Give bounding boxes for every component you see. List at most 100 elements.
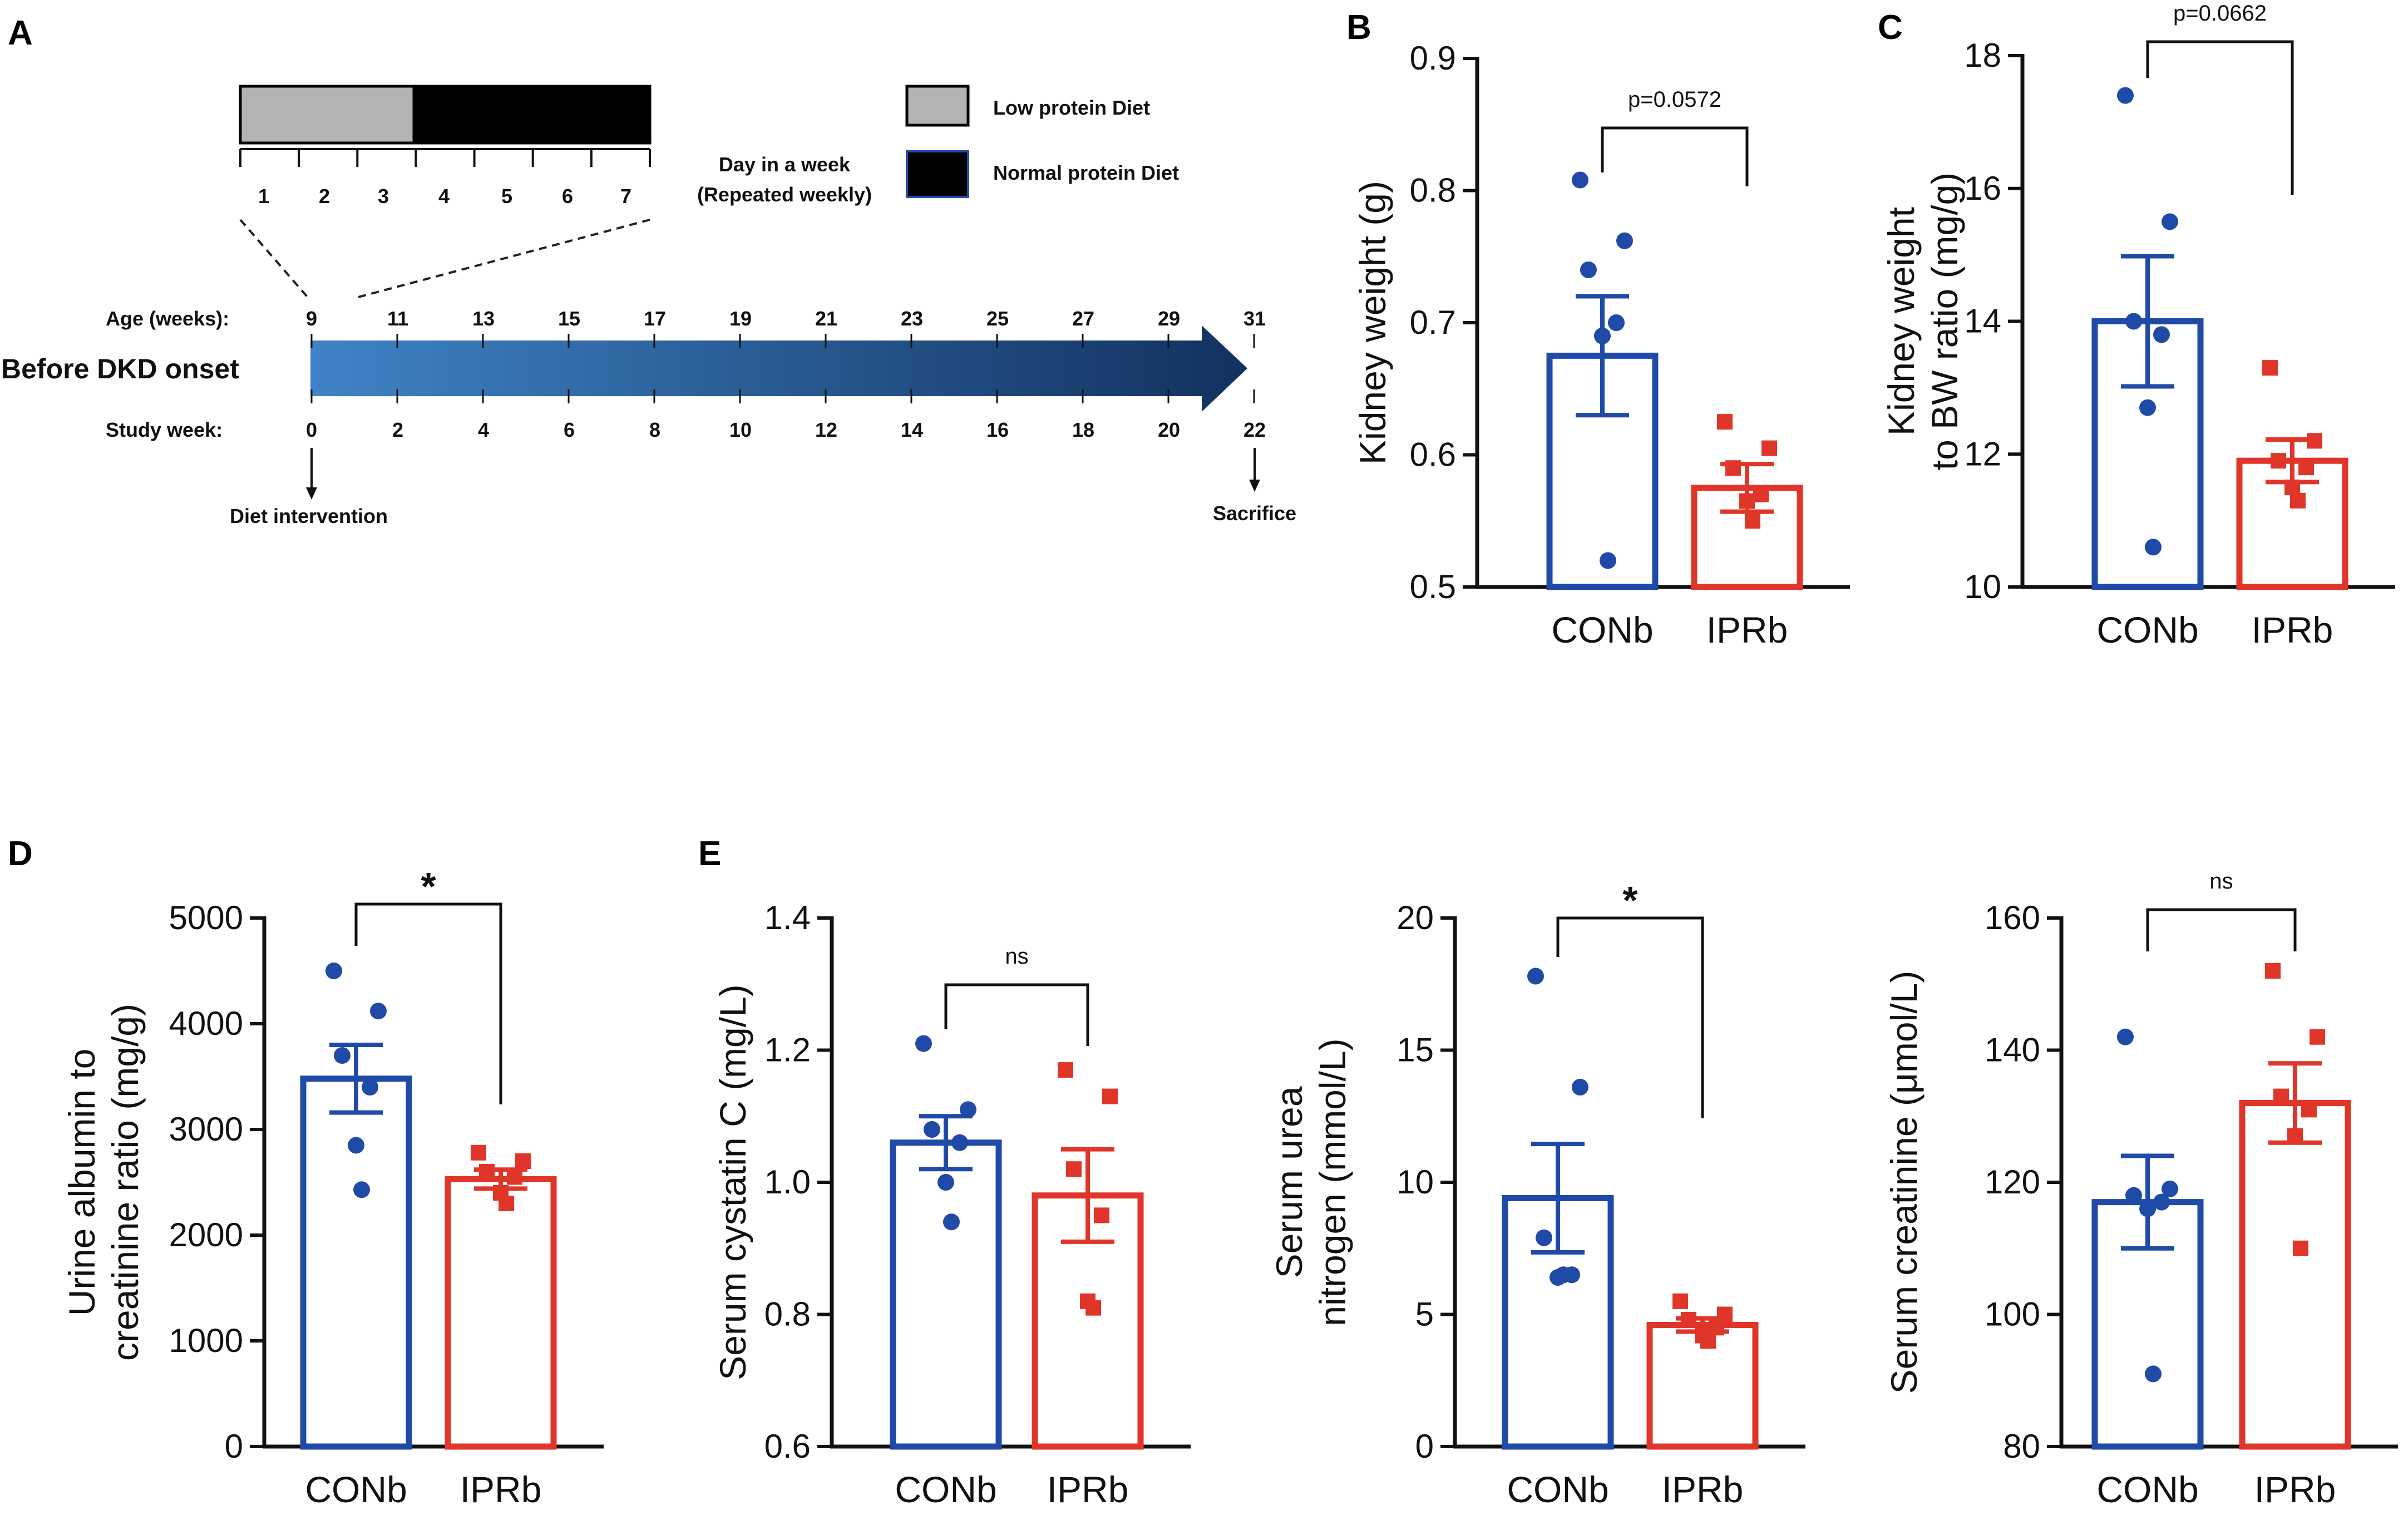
y-tick-label: 0.5 [1410, 568, 1456, 605]
age-tick: 21 [815, 307, 837, 330]
timeline-arrow [310, 325, 1247, 412]
zoom-line-left [239, 219, 312, 302]
x-tick-label: CONb [1507, 1469, 1608, 1510]
data-point [2301, 1102, 2317, 1118]
age-tick: 29 [1158, 307, 1180, 330]
y-tick-label: 0.7 [1410, 304, 1456, 341]
data-point [1616, 232, 1633, 249]
chart-serum-urea: 0 5 10 15 20 Serum urea nitrogen (mmol/L) CONb I… [1269, 879, 1805, 1510]
y-axis-title: to BW ratio (mg/g) [1924, 172, 1965, 470]
data-point [937, 1174, 954, 1191]
data-point [1709, 1320, 1724, 1336]
day-ticks [239, 149, 651, 167]
study-tick: 20 [1158, 418, 1180, 441]
study-tick: 18 [1072, 418, 1094, 441]
day-labels: 1 2 3 4 5 6 7 [258, 185, 631, 208]
significance-label: p=0.0662 [2173, 1, 2267, 26]
data-point [362, 1079, 378, 1095]
age-tick: 13 [472, 307, 495, 330]
day-in-week-label: Day in a week [719, 153, 851, 176]
y-tick-label: 14 [1964, 303, 2001, 340]
data-point [1536, 1229, 1552, 1246]
bar [300, 1075, 412, 1450]
intervention-arrow-head [306, 487, 317, 500]
y-tick-label: 1000 [169, 1322, 243, 1359]
data-point [471, 1144, 486, 1161]
x-tick-label: CONb [1551, 609, 1653, 650]
data-point [924, 1121, 940, 1138]
age-tick: 23 [901, 307, 923, 330]
data-point [1608, 314, 1625, 331]
y-tick-label: 1.2 [764, 1032, 811, 1069]
data-point [2139, 399, 2156, 416]
y-tick-label: 120 [1985, 1163, 2040, 1201]
data-point [1102, 1088, 1118, 1104]
data-point [1739, 493, 1755, 509]
data-point [1094, 1207, 1109, 1223]
data-point [2293, 1240, 2308, 1256]
legend-label-normal: Normal protein Diet [993, 161, 1179, 184]
y-tick-label: 0.8 [1410, 172, 1456, 209]
study-tick: 16 [986, 418, 1009, 441]
y-tick-label: 5000 [169, 899, 243, 936]
y-tick-label: 0 [225, 1428, 243, 1465]
x-tick-label: IPRb [2254, 1469, 2336, 1510]
chart-kidney-bw-ratio: 10 12 14 16 18 Kidney weight to BW ratio (mg/g… [1881, 1, 2395, 650]
data-point [2153, 1193, 2170, 1211]
panel-letter-b: B [1346, 8, 1371, 47]
x-tick-label: CONb [2096, 1469, 2198, 1510]
age-tick: 11 [387, 307, 408, 330]
data-point [1717, 414, 1733, 430]
data-point [960, 1101, 976, 1118]
age-tick: 19 [729, 307, 752, 330]
y-tick-label: 100 [1985, 1296, 2040, 1333]
chart-serum-cystatin: 0.6 0.8 1.0 1.2 1.4 Serum cystatin C (mg/L) CO… [712, 899, 1191, 1510]
data-point [1555, 1266, 1572, 1284]
chart-urine-acr: 0 1000 2000 3000 4000 5000 Urine albumin to cre… [61, 865, 604, 1510]
panel-letter-a: A [8, 14, 33, 52]
x-tick-label: IPRb [1662, 1469, 1744, 1510]
diet-timeline: 1 2 3 4 5 6 7 Day in a week (Repeated we… [1, 85, 1296, 527]
y-axis-title: Urine albumin to [61, 1049, 102, 1316]
data-point [2117, 1028, 2134, 1045]
data-point [1761, 440, 1777, 456]
data-point [2162, 213, 2178, 230]
y-axis-title: nitrogen (mmol/L) [1312, 1038, 1353, 1326]
y-axis-title: Serum urea [1269, 1086, 1310, 1278]
y-tick-label: 20 [1397, 899, 1434, 936]
before-dkd-label: Before DKD onset [1, 353, 239, 384]
x-tick-label: CONb [895, 1469, 996, 1510]
day-label: 4 [438, 185, 450, 208]
data-point [1527, 968, 1544, 985]
data-point [1572, 1079, 1588, 1095]
y-tick-label: 12 [1964, 435, 2001, 472]
y-tick-label: 160 [1985, 899, 2040, 936]
zoom-line-right [356, 219, 650, 299]
age-tick: 17 [644, 307, 666, 330]
age-label: Age (weeks): [106, 307, 229, 330]
study-ticks: 0 2 4 6 8 10 12 14 16 18 20 22 [306, 418, 1266, 441]
y-axis-title: Serum cystatin C (mg/L) [712, 984, 753, 1380]
data-point [2153, 326, 2170, 343]
y-tick-label: 15 [1397, 1032, 1434, 1069]
significance-bracket [1601, 126, 1749, 186]
day-label: 1 [258, 185, 269, 208]
day-label: 3 [378, 185, 389, 208]
data-point [2125, 1187, 2142, 1204]
legend-swatch-low [905, 85, 970, 127]
y-axis-title: Kidney weight (g) [1352, 181, 1393, 465]
data-point [2287, 1128, 2303, 1144]
y-tick-label: 2000 [169, 1216, 243, 1254]
chart-serum-creatinine: 80 100 120 140 160 Serum creatinine (μmol/L) C… [1883, 869, 2398, 1510]
study-tick: 22 [1244, 418, 1266, 441]
day-label: 7 [620, 185, 631, 208]
study-tick: 0 [306, 418, 317, 441]
data-point [2307, 433, 2322, 449]
data-point [2145, 539, 2162, 556]
data-point [1594, 327, 1611, 344]
chart-kidney-weight: 0.5 0.6 0.7 0.8 0.9 Kidney weight (g) CONb IPRb… [1352, 40, 1850, 650]
data-point [1672, 1293, 1688, 1309]
data-point [1085, 1300, 1101, 1316]
significance-label: p=0.0572 [1628, 87, 1721, 112]
y-tick-label: 1.0 [764, 1163, 811, 1201]
